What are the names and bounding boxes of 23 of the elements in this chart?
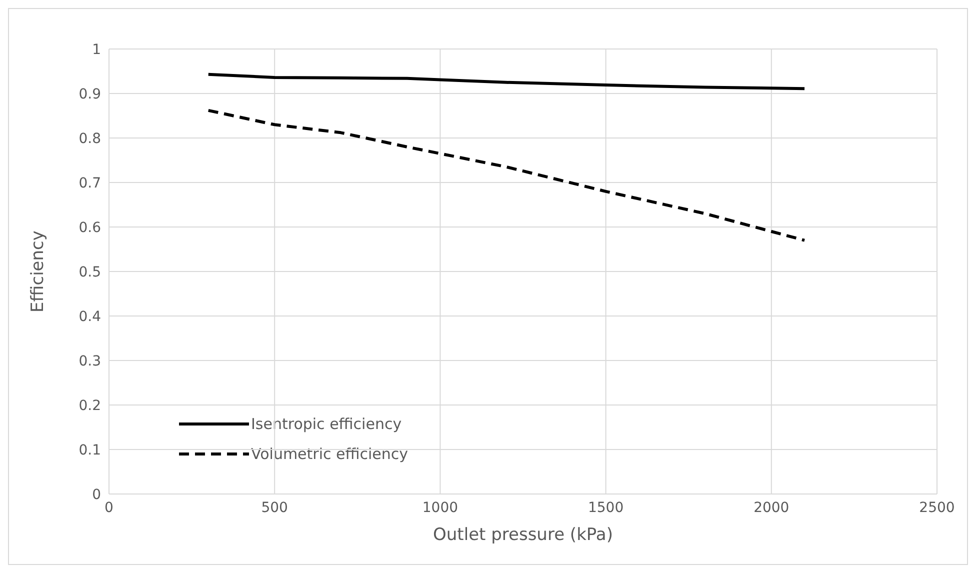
x-axis-title: Outlet pressure (kPa) bbox=[433, 525, 613, 545]
y-tick-label: 0.4 bbox=[78, 308, 102, 325]
y-tick-label: 0.8 bbox=[78, 130, 101, 147]
y-tick-label: 0.5 bbox=[78, 264, 101, 280]
x-tick-label: 1500 bbox=[588, 500, 624, 516]
y-tick-label: 0.2 bbox=[78, 398, 101, 414]
legend-label: Isentropic efficiency bbox=[251, 415, 402, 433]
y-tick-label: 0.1 bbox=[78, 442, 101, 458]
x-tick-label: 2500 bbox=[919, 500, 955, 516]
y-tick-label: 0.9 bbox=[78, 86, 101, 102]
y-tick-label: 0.7 bbox=[78, 175, 101, 192]
line-series bbox=[206, 108, 806, 242]
x-tick-label: 500 bbox=[261, 500, 288, 516]
y-tick-label: 0.3 bbox=[78, 353, 101, 370]
x-tick-label: 0 bbox=[104, 500, 114, 516]
line-series bbox=[206, 72, 806, 90]
legend-label: Volumetric efficiency bbox=[251, 445, 408, 463]
x-tick-label: 2000 bbox=[754, 500, 790, 516]
y-tick-label: 0.6 bbox=[78, 220, 102, 236]
y-axis-title: Efficiency bbox=[28, 230, 48, 312]
y-tick-label: 1 bbox=[92, 42, 101, 58]
x-tick-label: 1000 bbox=[422, 500, 458, 516]
y-tick-label: 0 bbox=[92, 486, 101, 503]
